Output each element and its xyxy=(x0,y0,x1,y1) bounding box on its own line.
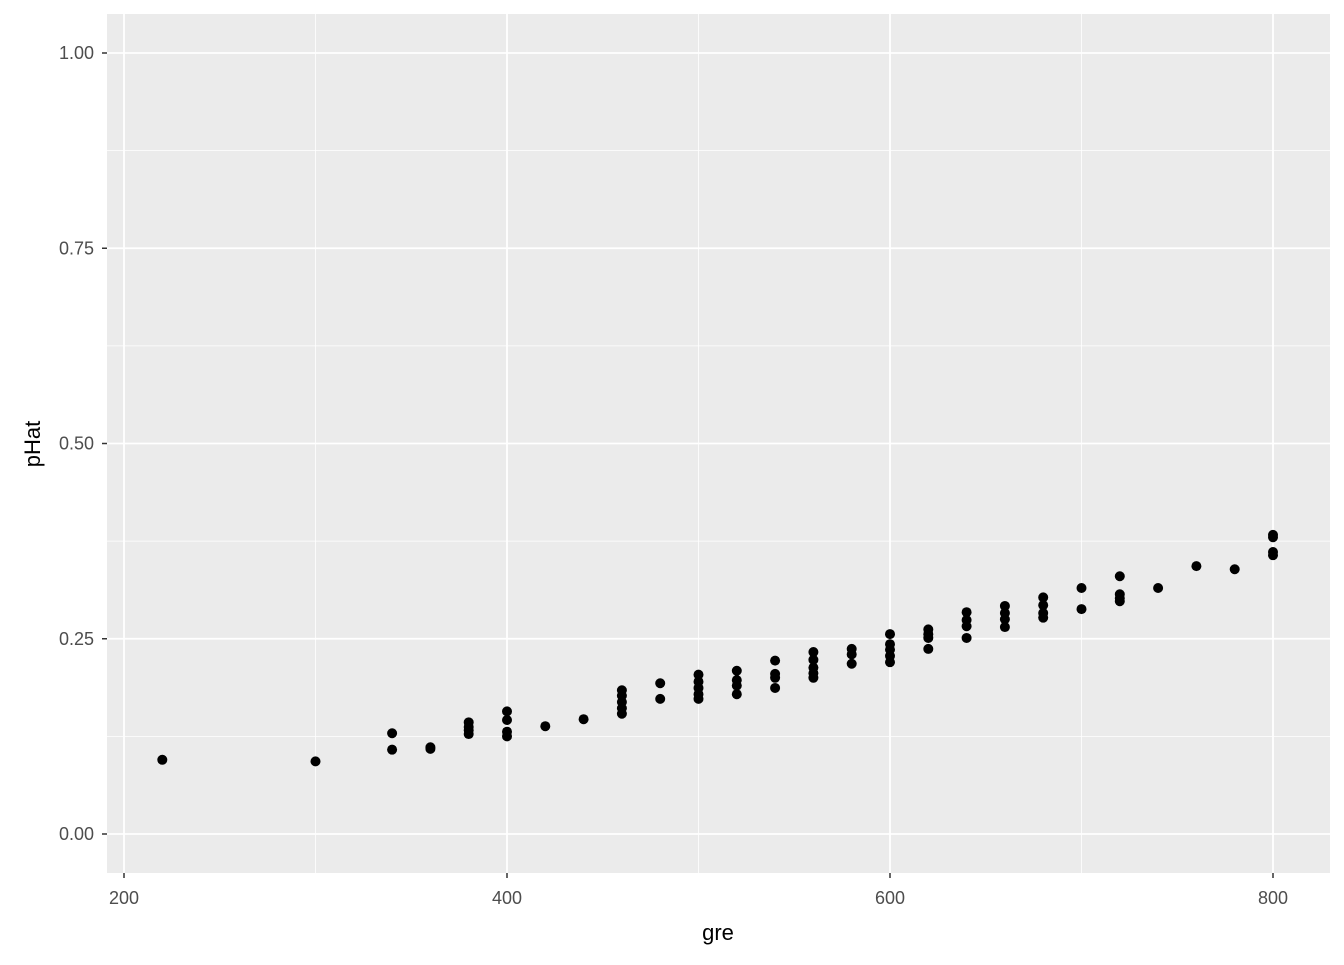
data-point xyxy=(1191,561,1202,572)
x-tick-label: 400 xyxy=(492,888,522,908)
data-point xyxy=(387,728,398,739)
data-point xyxy=(1038,600,1049,611)
data-point xyxy=(1229,564,1240,575)
data-point xyxy=(502,731,512,742)
y-tick-label: 0.75 xyxy=(59,238,94,258)
data-point xyxy=(1038,592,1049,603)
data-point xyxy=(1153,582,1164,593)
x-tick-label: 200 xyxy=(109,888,139,908)
gridlines xyxy=(107,14,1330,873)
data-point xyxy=(885,629,895,640)
data-point xyxy=(923,643,934,654)
data-point xyxy=(1268,550,1278,561)
data-point xyxy=(1268,532,1278,543)
data-point xyxy=(1038,612,1049,623)
data-point xyxy=(1076,582,1087,593)
data-point xyxy=(1114,596,1125,607)
x-tick-label: 800 xyxy=(1258,888,1288,908)
data-point xyxy=(578,714,589,725)
data-point xyxy=(999,614,1010,625)
data-point xyxy=(731,689,742,700)
data-point xyxy=(425,742,436,753)
data-point xyxy=(731,665,742,676)
data-point xyxy=(387,744,398,755)
data-point xyxy=(808,654,819,665)
data-point xyxy=(999,622,1010,633)
data-point xyxy=(770,672,781,683)
data-point xyxy=(999,600,1010,611)
data-point xyxy=(961,607,972,618)
data-point xyxy=(655,693,666,704)
data-point xyxy=(502,714,512,725)
data-point xyxy=(1114,571,1125,582)
x-axis-title: gre xyxy=(702,920,734,945)
data-point xyxy=(655,678,666,689)
axes: 200 400 600 800 0.00 0.25 0.50 0.75 1.00 xyxy=(59,43,1288,908)
y-tick-label: 1.00 xyxy=(59,43,94,63)
x-tick-label: 600 xyxy=(875,888,905,908)
data-point xyxy=(502,706,512,717)
data-point xyxy=(731,680,742,691)
data-point xyxy=(770,655,781,666)
data-point xyxy=(961,621,972,632)
data-point xyxy=(808,672,819,683)
data-point xyxy=(1076,604,1087,615)
y-tick-label: 0.25 xyxy=(59,629,94,649)
data-point xyxy=(693,669,704,680)
data-point xyxy=(616,708,627,719)
data-point xyxy=(463,729,474,740)
data-point xyxy=(846,658,857,669)
data-point xyxy=(693,693,704,704)
data-point xyxy=(885,657,895,668)
data-point xyxy=(808,647,819,658)
data-point xyxy=(961,632,972,643)
data-point xyxy=(923,632,934,643)
y-tick-label: 0.50 xyxy=(59,434,94,454)
data-point xyxy=(846,649,857,660)
y-tick-label: 0.00 xyxy=(59,824,94,844)
data-point xyxy=(157,754,168,765)
y-axis-title: pHat xyxy=(20,421,45,467)
data-point xyxy=(310,756,321,767)
data-points xyxy=(157,529,1278,767)
data-point xyxy=(770,682,781,693)
data-point xyxy=(540,721,551,732)
